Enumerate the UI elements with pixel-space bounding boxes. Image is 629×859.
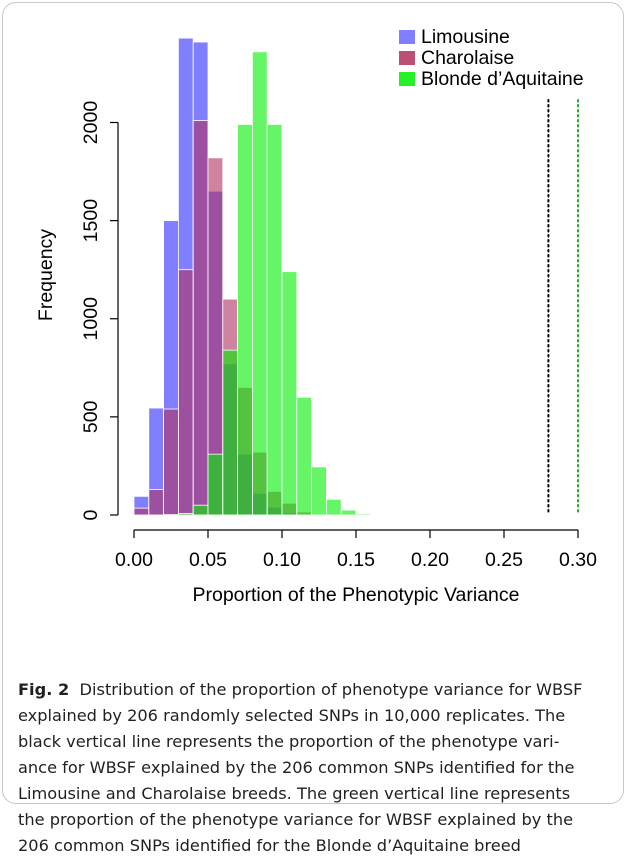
caption-line-7: 206 common SNPs identified for the Blond… — [18, 836, 521, 855]
x-axis-label: Proportion of the Phenotypic Variance — [192, 584, 519, 606]
y-axis-label: Frequency — [35, 229, 57, 321]
histogram-chart: 0.00 0.05 0.10 0.15 0.20 0.25 0.30 0 500 1000 1500… — [0, 0, 629, 670]
caption-line-5: Limousine and Charolaise breeds. The gre… — [18, 784, 570, 803]
legend-swatch-2 — [399, 51, 415, 65]
y-tick-label-0: 0 — [80, 509, 102, 520]
y-tick-label-2: 1000 — [80, 297, 102, 341]
legend-swatch-1 — [399, 30, 415, 44]
y-tick-label-4: 2000 — [80, 101, 102, 145]
bar-blonde-d-aquitaine-6 — [252, 52, 267, 515]
bar-blonde-d-aquitaine-1 — [178, 513, 193, 515]
caption-label: Fig. 2 — [18, 680, 69, 699]
x-tick-label-5: 0.25 — [485, 549, 523, 571]
x-tick-label-2: 0.10 — [263, 549, 301, 571]
bar-charolaise-4 — [193, 121, 208, 515]
bar-blonde-d-aquitaine-8 — [282, 272, 297, 515]
x-tick-label-1: 0.05 — [189, 549, 227, 571]
bar-blonde-d-aquitaine-2 — [193, 505, 208, 515]
bar-charolaise-1 — [149, 489, 164, 515]
caption-line-6: the proportion of the phenotype variance… — [18, 810, 573, 829]
caption-line-2: explained by 206 randomly selected SNPs … — [18, 706, 565, 725]
legend-label-3: Blonde d’Aquitaine — [421, 68, 584, 90]
bar-charolaise-2 — [164, 409, 179, 515]
x-tick-label-4: 0.20 — [411, 549, 449, 571]
bar-blonde-d-aquitaine-9 — [297, 397, 312, 515]
reference-lines-layer — [548, 100, 578, 515]
bar-blonde-d-aquitaine-13 — [356, 514, 371, 515]
bar-charolaise-0 — [134, 508, 149, 515]
caption-line-3: black vertical line represents the propo… — [18, 732, 559, 751]
figure-caption: Fig. 2 Distribution of the proportion of… — [18, 677, 614, 859]
caption-line-1: Distribution of the proportion of phenot… — [80, 680, 583, 699]
legend-swatch-3 — [399, 72, 415, 86]
legend-label-1: Limousine — [421, 26, 510, 48]
bars-layer — [134, 38, 371, 515]
bar-blonde-d-aquitaine-11 — [326, 499, 341, 515]
bar-blonde-d-aquitaine-4 — [223, 350, 238, 515]
x-tick-label-6: 0.30 — [559, 549, 597, 571]
bar-blonde-d-aquitaine-5 — [238, 124, 253, 515]
bar-charolaise-3 — [178, 270, 193, 515]
x-tick-label-3: 0.15 — [337, 549, 375, 571]
x-tick-label-0: 0.00 — [115, 549, 153, 571]
bar-blonde-d-aquitaine-3 — [208, 454, 223, 515]
bar-blonde-d-aquitaine-12 — [341, 510, 356, 515]
y-tick-label-3: 1500 — [80, 199, 102, 243]
bar-blonde-d-aquitaine-7 — [267, 124, 282, 515]
caption-line-4: ance for WBSF explained by the 206 commo… — [18, 758, 574, 777]
bar-blonde-d-aquitaine-10 — [312, 467, 327, 515]
legend-label-2: Charolaise — [421, 47, 514, 69]
y-tick-label-1: 500 — [80, 400, 102, 433]
